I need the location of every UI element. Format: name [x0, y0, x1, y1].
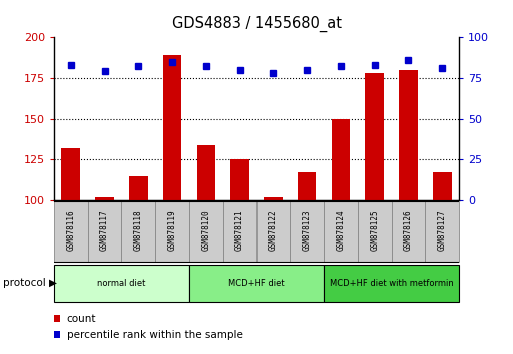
Text: protocol ▶: protocol ▶: [3, 278, 56, 288]
Bar: [433, 172, 451, 200]
Bar: [230, 159, 249, 200]
Bar: [365, 73, 384, 200]
Bar: [264, 197, 283, 200]
Text: GSM878118: GSM878118: [134, 210, 143, 251]
Text: GSM878119: GSM878119: [168, 210, 176, 251]
Bar: [122, 201, 155, 262]
Bar: [298, 172, 317, 200]
Bar: [358, 201, 391, 262]
Bar: [425, 201, 459, 262]
Text: GSM878117: GSM878117: [100, 210, 109, 251]
Bar: [290, 201, 324, 262]
Text: percentile rank within the sample: percentile rank within the sample: [67, 330, 243, 339]
Text: GSM878123: GSM878123: [303, 210, 312, 251]
Text: GDS4883 / 1455680_at: GDS4883 / 1455680_at: [171, 16, 342, 32]
Text: GSM878127: GSM878127: [438, 210, 447, 251]
Text: GSM878126: GSM878126: [404, 210, 413, 251]
Bar: [223, 201, 256, 262]
Bar: [62, 148, 80, 200]
Text: GSM878116: GSM878116: [66, 210, 75, 251]
Bar: [155, 201, 189, 262]
Text: GSM878121: GSM878121: [235, 210, 244, 251]
Text: normal diet: normal diet: [97, 279, 146, 288]
Bar: [324, 264, 459, 302]
Bar: [331, 119, 350, 200]
Bar: [95, 197, 114, 200]
Bar: [189, 264, 324, 302]
Text: count: count: [67, 314, 96, 324]
Bar: [88, 201, 122, 262]
Bar: [189, 201, 223, 262]
Bar: [163, 55, 182, 200]
Text: GSM878124: GSM878124: [337, 210, 345, 251]
Bar: [54, 264, 189, 302]
Bar: [399, 70, 418, 200]
Text: GSM878120: GSM878120: [201, 210, 210, 251]
Text: GSM878122: GSM878122: [269, 210, 278, 251]
Bar: [129, 176, 148, 200]
Bar: [54, 201, 88, 262]
Text: MCD+HF diet: MCD+HF diet: [228, 279, 285, 288]
Bar: [196, 145, 215, 200]
Bar: [256, 201, 290, 262]
Bar: [324, 201, 358, 262]
Text: GSM878125: GSM878125: [370, 210, 379, 251]
Text: MCD+HF diet with metformin: MCD+HF diet with metformin: [330, 279, 453, 288]
Bar: [391, 201, 425, 262]
